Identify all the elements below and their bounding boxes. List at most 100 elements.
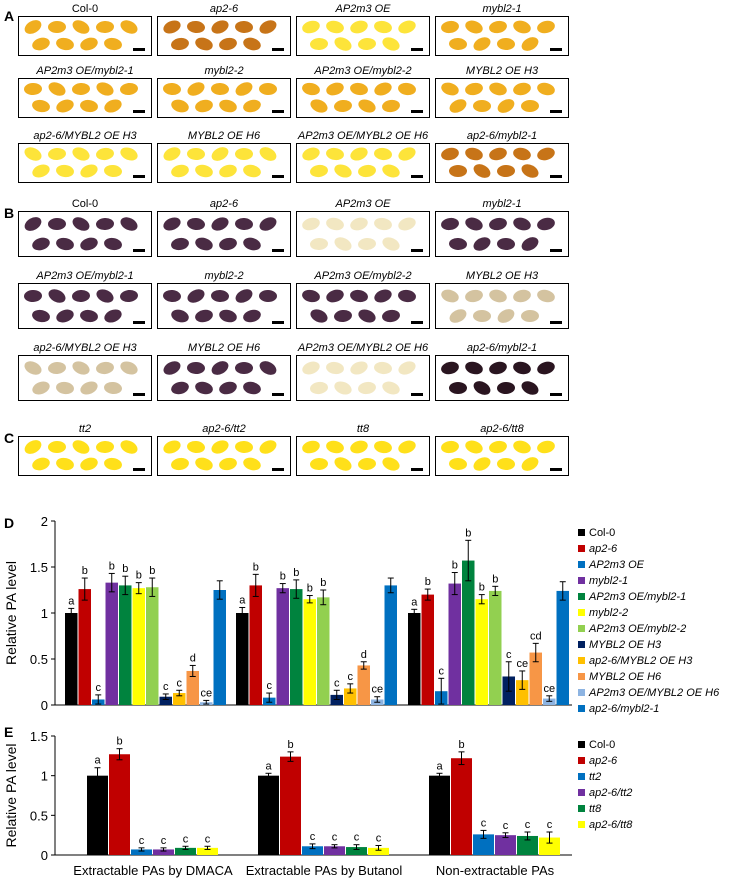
panel-b-seed-image — [435, 283, 569, 329]
seed-shape — [219, 99, 237, 113]
seed-shape — [326, 82, 344, 96]
seed-shape — [358, 381, 376, 395]
legend-label: ap2-6/tt8 — [589, 819, 633, 831]
seed-shape — [382, 37, 400, 51]
significance-letter: c — [439, 665, 445, 677]
seed-shape — [80, 237, 98, 251]
bar — [462, 560, 475, 705]
seed-shape — [326, 361, 344, 375]
seed-shape — [120, 440, 138, 454]
seed-shape — [473, 37, 491, 51]
seed-shape — [521, 237, 539, 251]
legend-swatch — [578, 577, 585, 584]
scale-bar — [550, 48, 562, 51]
significance-letter: ce — [200, 687, 212, 699]
seed-shape — [259, 289, 277, 303]
seed-shape — [80, 309, 98, 323]
seed-shape — [104, 309, 122, 323]
scale-bar — [133, 249, 145, 252]
panel-a-tile: mybl2-1 — [435, 2, 569, 56]
scale-bar — [133, 468, 145, 471]
panel-a-tile-label: Col-0 — [71, 3, 99, 15]
significance-letter: b — [109, 560, 115, 572]
y-axis-label: Relative PA level — [3, 561, 19, 665]
seed-shape — [195, 381, 213, 395]
seed-shape — [302, 289, 320, 303]
seed-shape — [513, 289, 531, 303]
panel-b-tile-label: MYBL2 OE H6 — [187, 342, 261, 354]
panel-b-seed-image — [18, 211, 152, 257]
scale-bar — [550, 393, 562, 396]
seed-shape — [48, 82, 66, 96]
legend-label: tt8 — [589, 803, 602, 815]
significance-letter: c — [310, 831, 316, 843]
significance-letter: a — [68, 595, 75, 607]
panel-a-tile-label: ap2-6/mybl2-1 — [466, 130, 538, 142]
seed-shape — [24, 361, 42, 375]
y-tick-label: 0.5 — [30, 808, 48, 823]
legend-swatch — [578, 805, 585, 812]
seed-shape — [235, 217, 253, 231]
seed-shape — [350, 217, 368, 231]
significance-letter: c — [547, 819, 553, 831]
scale-bar — [411, 249, 423, 252]
seed-shape — [56, 237, 74, 251]
seed-shape — [465, 289, 483, 303]
seed-shape — [302, 361, 320, 375]
legend-swatch — [578, 625, 585, 632]
seed-shape — [96, 217, 114, 231]
seed-shape — [537, 361, 555, 375]
significance-letter: c — [503, 820, 509, 832]
seed-shape — [334, 99, 352, 113]
panel-a-seed-image — [157, 16, 291, 56]
panel-a-tile: ap2-6/MYBL2 OE H3 — [18, 129, 152, 183]
panel-letter-a: A — [4, 8, 15, 24]
legend-label: ap2-6 — [589, 543, 618, 555]
significance-letter: a — [94, 755, 101, 767]
bar — [153, 849, 174, 855]
seed-shape — [195, 37, 213, 51]
bar — [197, 847, 218, 855]
seed-shape — [120, 82, 138, 96]
seed-shape — [80, 164, 98, 178]
seed-shape — [513, 20, 531, 34]
seed-shape — [243, 237, 261, 251]
significance-letter: c — [525, 819, 531, 831]
significance-letter: a — [265, 760, 272, 772]
seed-shape — [382, 164, 400, 178]
seed-shape — [219, 37, 237, 51]
seed-shape — [521, 381, 539, 395]
panel-b-seed-image — [18, 355, 152, 401]
bar — [105, 582, 118, 705]
seed-shape — [326, 147, 344, 161]
seed-shape — [473, 457, 491, 471]
seed-shape — [163, 289, 181, 303]
seed-shape — [374, 82, 392, 96]
seed-shape — [398, 147, 416, 161]
bar — [556, 590, 569, 705]
seed-shape — [537, 147, 555, 161]
legend-swatch — [578, 641, 585, 648]
significance-letter: c — [267, 680, 273, 692]
panel-b-tile: ap2-6/mybl2-1 — [435, 341, 569, 401]
panel-a-tile-label: mybl2-1 — [482, 3, 522, 15]
seed-shape — [398, 82, 416, 96]
legend-label: Col-0 — [589, 739, 616, 751]
seed-shape — [382, 457, 400, 471]
seed-shape — [259, 82, 277, 96]
seed-shape — [449, 237, 467, 251]
seed-shape — [32, 164, 50, 178]
seed-shape — [171, 164, 189, 178]
seed-shape — [513, 361, 531, 375]
seed-shape — [497, 37, 515, 51]
seed-shape — [537, 289, 555, 303]
seed-shape — [96, 440, 114, 454]
seed-shape — [358, 237, 376, 251]
seed-shape — [441, 440, 459, 454]
seed-shape — [171, 99, 189, 113]
seed-shape — [449, 309, 467, 323]
seed-shape — [96, 289, 114, 303]
panel-b-tile-label: ap2-6/mybl2-1 — [466, 342, 538, 354]
significance-letter: c — [481, 817, 487, 829]
panel-a-tile: AP2m3 OE/mybl2-1 — [18, 64, 152, 118]
